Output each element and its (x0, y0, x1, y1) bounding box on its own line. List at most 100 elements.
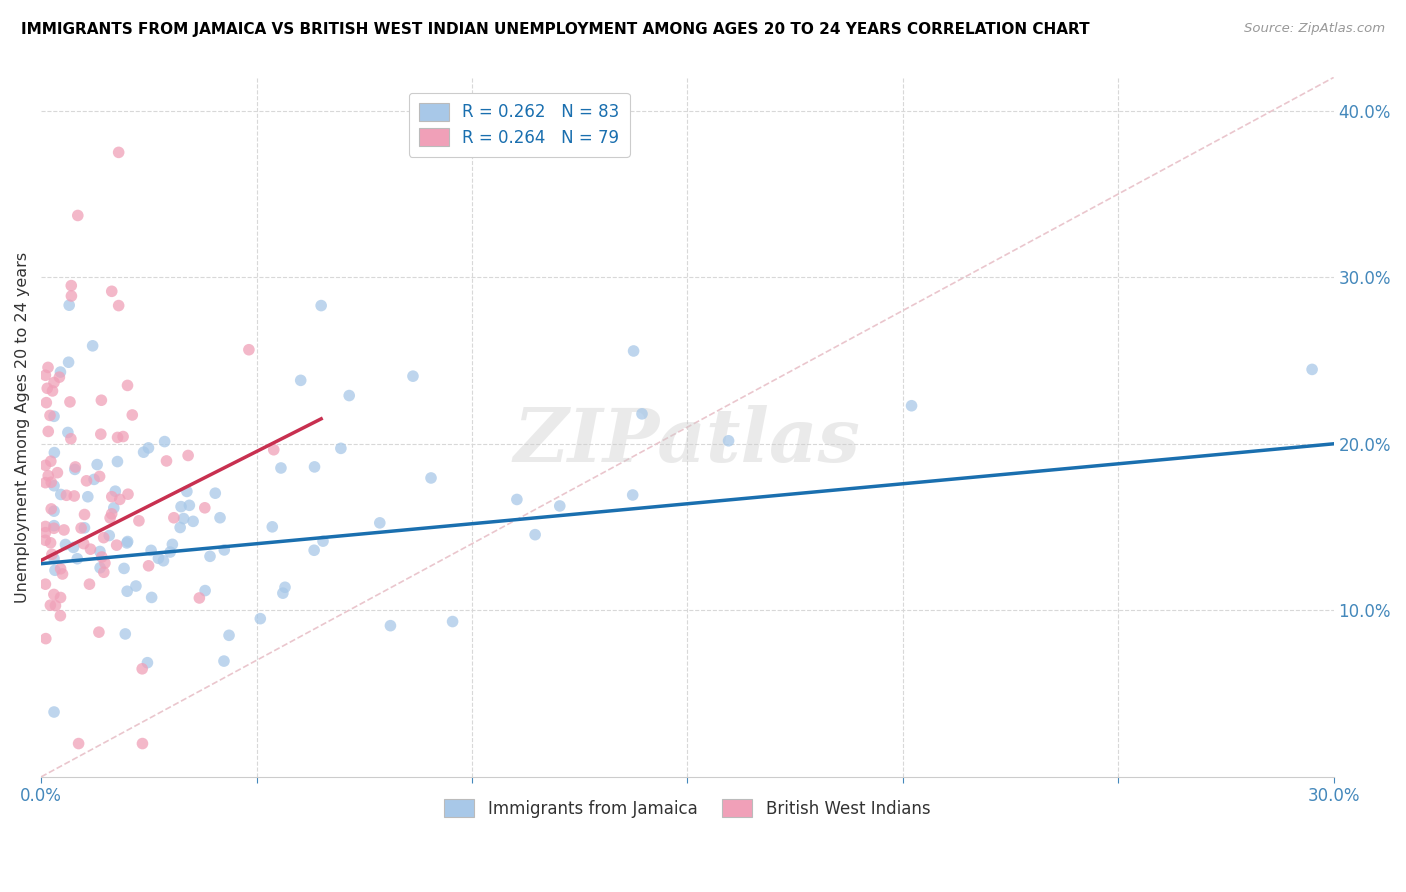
Point (312, 534, 335, 549)
Point (169, 520, 191, 534)
Point (93, 531, 115, 545)
Point (37, 360, 59, 375)
Point (194, 500, 217, 515)
Point (42, 504, 65, 518)
Point (304, 459, 326, 474)
Point (35, 395, 58, 409)
Point (79, 542, 101, 557)
Point (112, 561, 135, 575)
Point (39, 475, 62, 490)
Text: ZIPatlas: ZIPatlas (515, 405, 860, 477)
Point (380, 618, 402, 632)
Point (42, 376, 65, 390)
Point (121, 408, 143, 422)
Point (55, 488, 77, 502)
Point (179, 498, 201, 512)
Point (89, 561, 111, 575)
Point (108, 492, 131, 507)
Point (204, 486, 226, 500)
Point (170, 500, 193, 514)
Point (104, 484, 127, 499)
Point (48, 370, 70, 384)
Point (58, 298, 80, 312)
Point (112, 429, 135, 443)
Point (89, 469, 111, 483)
Point (114, 627, 136, 641)
Point (55, 537, 77, 551)
Point (73, 537, 96, 551)
Point (56, 425, 79, 440)
Point (117, 487, 139, 501)
Point (37, 425, 59, 439)
Point (270, 461, 292, 475)
Point (60, 289, 83, 303)
Point (153, 434, 176, 449)
Point (163, 510, 186, 524)
Point (73, 521, 96, 535)
Point (65, 459, 87, 474)
Point (44, 563, 66, 577)
Point (49, 608, 72, 623)
Point (70, 521, 93, 535)
Point (173, 511, 195, 525)
Point (34, 368, 56, 383)
Point (131, 662, 153, 676)
Point (139, 543, 162, 558)
Point (39, 598, 62, 612)
Point (49, 365, 72, 379)
Point (101, 490, 124, 504)
Point (159, 545, 181, 559)
Point (309, 299, 332, 313)
Point (548, 499, 571, 513)
Point (136, 656, 159, 670)
Point (188, 591, 211, 605)
Point (138, 441, 160, 455)
Point (39, 536, 62, 550)
Point (631, 407, 654, 421)
Point (302, 543, 325, 558)
Point (83, 472, 105, 486)
Point (115, 584, 138, 599)
Point (34, 533, 56, 548)
Point (90, 427, 112, 442)
Point (39, 454, 62, 468)
Point (42, 479, 65, 493)
Point (100, 507, 122, 521)
Point (39, 502, 62, 516)
Point (34, 519, 56, 533)
Y-axis label: Unemployment Among Ages 20 to 24 years: Unemployment Among Ages 20 to 24 years (15, 252, 30, 603)
Point (208, 510, 231, 524)
Point (212, 654, 235, 668)
Point (35, 632, 58, 646)
Point (37, 468, 59, 483)
Point (42, 521, 65, 535)
Point (717, 434, 740, 448)
Point (98, 511, 121, 525)
Point (67, 737, 90, 751)
Point (42, 705, 65, 719)
Point (58, 355, 80, 369)
Point (181, 514, 204, 528)
Point (42, 551, 65, 566)
Point (198, 549, 221, 564)
Point (63, 489, 86, 503)
Point (93, 566, 115, 580)
Point (37, 381, 59, 395)
Point (42, 518, 65, 533)
Point (82, 339, 104, 353)
Point (107, 430, 129, 444)
Point (274, 580, 297, 594)
Point (44, 599, 66, 613)
Point (34, 525, 56, 540)
Point (194, 583, 217, 598)
Point (1301, 362, 1323, 376)
Point (128, 514, 150, 528)
Point (41, 547, 63, 561)
Point (524, 527, 547, 541)
Point (138, 558, 160, 573)
Point (115, 536, 138, 550)
Point (46, 466, 69, 480)
Point (402, 369, 425, 384)
Legend: Immigrants from Jamaica, British West Indians: Immigrants from Jamaica, British West In… (437, 792, 936, 824)
Point (90, 393, 112, 408)
